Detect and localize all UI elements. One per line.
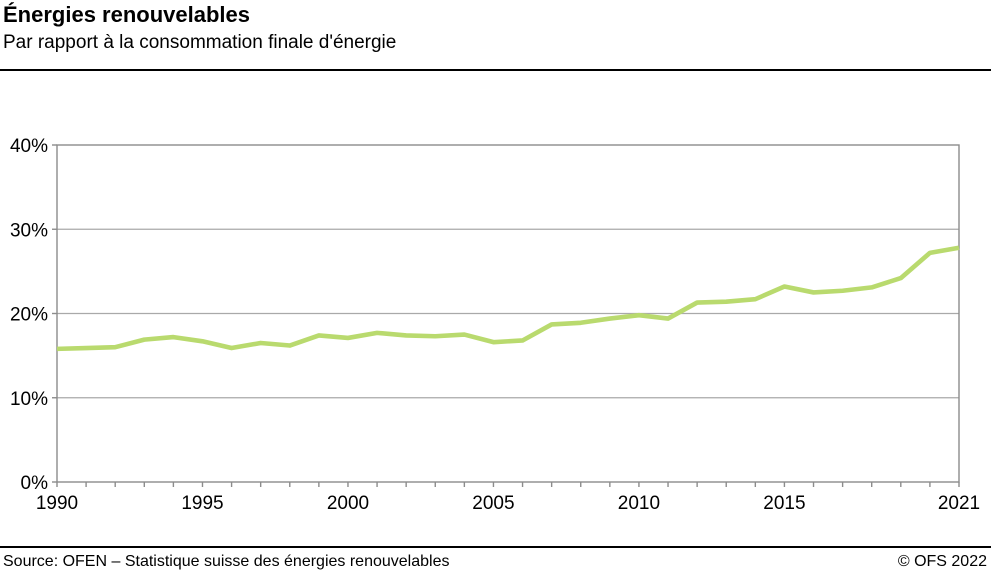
- line-chart: 0% 10% 20% 30% 40% 1990 1995 2000 2005 2010 2015 20…: [10, 136, 980, 514]
- header-divider: [0, 69, 991, 71]
- y-tick-label: 0%: [21, 473, 49, 494]
- data-series-line: [56, 245, 960, 352]
- footer-divider: [0, 546, 991, 548]
- x-tick-label: 1990: [36, 493, 78, 514]
- x-tick-label: 2005: [472, 493, 514, 514]
- y-tick-label: 40%: [10, 136, 48, 157]
- page-title: Énergies renouvelables: [3, 2, 250, 27]
- y-tick-label: 30%: [10, 220, 48, 241]
- y-tick-label: 10%: [10, 389, 48, 410]
- x-tick-label: 2015: [763, 493, 805, 514]
- x-tick-label: 2000: [327, 493, 369, 514]
- page-subtitle: Par rapport à la consommation finale d'é…: [3, 32, 397, 53]
- x-tick-label: 2010: [618, 493, 660, 514]
- x-tick-label: 1995: [181, 493, 223, 514]
- x-tick-label: 2021: [938, 493, 980, 514]
- source-text: Source: OFEN – Statistique suisse des én…: [3, 553, 450, 570]
- y-tick-label: 20%: [10, 305, 48, 326]
- copyright-text: © OFS 2022: [897, 553, 987, 570]
